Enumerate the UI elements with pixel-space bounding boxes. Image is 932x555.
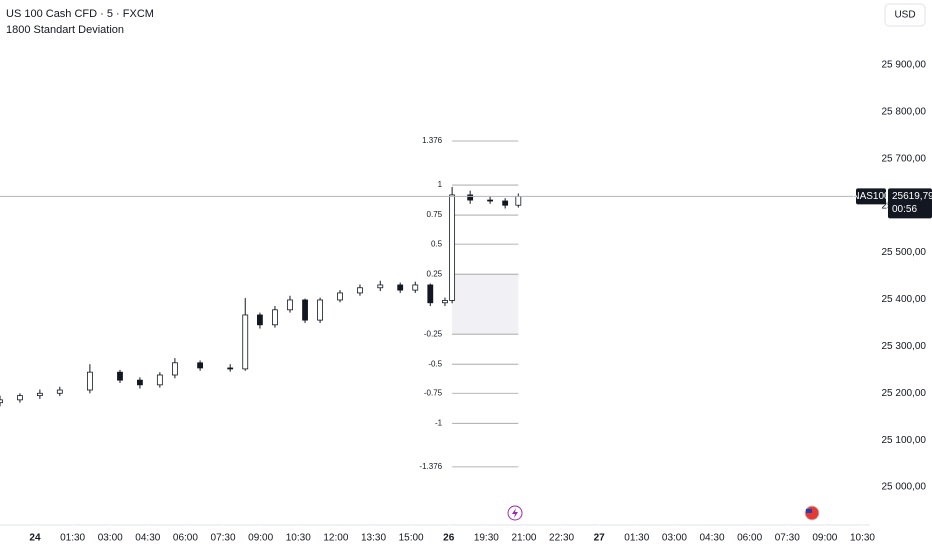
chart-subtitle: 1800 Standart Deviation	[6, 24, 124, 36]
candle-body	[515, 196, 522, 206]
x-tick-label: 04:30	[135, 533, 160, 544]
x-tick-label: 09:00	[248, 533, 273, 544]
x-tick-label: 03:00	[98, 533, 123, 544]
symbol-label: NAS100	[852, 191, 890, 202]
deviation-label: 0.25	[427, 269, 443, 278]
deviation-zone	[452, 274, 519, 335]
countdown: 00:56	[892, 204, 917, 215]
deviation-label: 1.376	[422, 136, 443, 145]
candle-body	[442, 300, 448, 304]
deviation-label: -0.25	[424, 329, 443, 338]
candle-body	[412, 284, 419, 291]
candle-body	[36, 392, 43, 397]
candle-body	[257, 314, 263, 326]
candle-body	[377, 284, 384, 289]
x-tick-label: 04:30	[700, 533, 725, 544]
candle-body	[357, 287, 363, 294]
last-price-label: 25619,79	[892, 191, 932, 202]
deviation-label: 1	[438, 180, 443, 189]
deviation-label: -1.376	[419, 462, 442, 471]
x-tick-label: 10:30	[850, 533, 875, 544]
deviation-label: -1	[435, 418, 443, 427]
deviation-label: -0.5	[428, 359, 442, 368]
x-tick-label: 10:30	[286, 533, 311, 544]
x-tick-label: 07:30	[775, 533, 800, 544]
y-tick-label: 25 100,00	[882, 435, 927, 446]
x-tick-label: 07:30	[211, 533, 236, 544]
deviation-label: 0.75	[427, 210, 443, 219]
chart-title: US 100 Cash CFD · 5 · FXCM	[6, 8, 154, 20]
event-bolt	[512, 508, 518, 518]
x-tick-label: 03:00	[662, 533, 687, 544]
candle-body	[302, 299, 308, 321]
x-tick-label: 22:30	[549, 533, 574, 544]
candle-body	[427, 284, 434, 304]
candle-body	[487, 199, 494, 202]
x-tick-label: 01:30	[60, 533, 85, 544]
candle-body	[242, 314, 249, 370]
x-tick-label: 13:30	[361, 533, 386, 544]
x-tick-label: 09:00	[812, 533, 837, 544]
x-tick-label: 12:00	[323, 533, 348, 544]
candle-body	[0, 399, 3, 404]
candle-body	[172, 362, 178, 376]
x-tick-label: 27	[594, 533, 606, 544]
candle-body	[272, 309, 278, 326]
candle-body	[317, 299, 323, 321]
x-tick-label: 21:00	[511, 533, 536, 544]
price-box	[888, 188, 932, 219]
candle-body	[56, 389, 63, 394]
candle-body	[397, 284, 404, 291]
y-tick-label: 25 300,00	[882, 341, 927, 352]
currency-button[interactable]	[884, 3, 926, 27]
x-tick-label: 26	[443, 533, 455, 544]
y-tick-label: 25 700,00	[882, 153, 927, 164]
candle-body	[449, 194, 456, 301]
x-tick-label: 06:00	[737, 533, 762, 544]
x-tick-label: 24	[29, 533, 41, 544]
candle-body	[227, 367, 234, 370]
x-tick-label: 15:00	[399, 533, 424, 544]
candle-body	[337, 292, 343, 301]
candle-body	[117, 371, 123, 381]
deviation-label: -0.75	[424, 388, 443, 397]
y-tick-label: 25 800,00	[882, 107, 927, 118]
candle-body	[156, 374, 163, 386]
y-tick-label: 25 000,00	[882, 482, 927, 493]
candle-body	[86, 371, 93, 391]
candle-body	[17, 395, 23, 401]
candle-body	[137, 379, 143, 386]
deviation-label: 0.5	[431, 239, 443, 248]
y-tick-label: 25 400,00	[882, 294, 927, 305]
y-tick-label: 25 200,00	[882, 388, 927, 399]
candle-body	[287, 299, 293, 311]
flag-canton	[806, 509, 812, 513]
y-tick-label: 25 500,00	[882, 247, 927, 258]
candle-body	[502, 200, 509, 206]
x-tick-label: 06:00	[173, 533, 198, 544]
x-tick-label: 01:30	[624, 533, 649, 544]
y-tick-label: 25 900,00	[882, 60, 927, 71]
currency[interactable]: USD	[894, 10, 915, 21]
candle-body	[467, 194, 474, 201]
candle-body	[197, 362, 204, 369]
symbol-box	[856, 188, 886, 205]
x-tick-label: 19:30	[474, 533, 499, 544]
